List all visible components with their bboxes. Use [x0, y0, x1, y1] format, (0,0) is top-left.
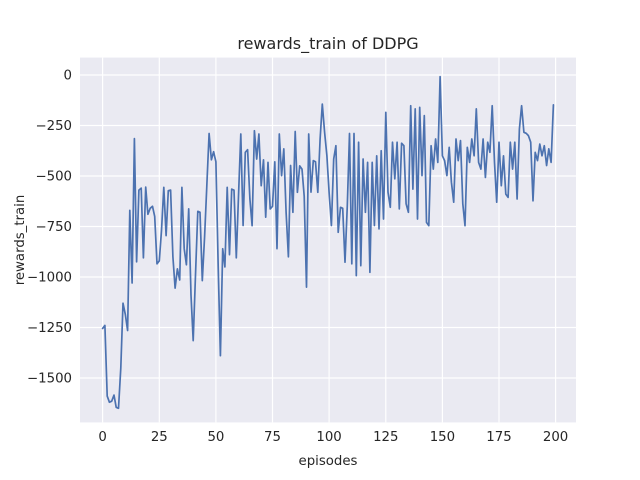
chart-title: rewards_train of DDPG: [237, 34, 418, 54]
x-tick-label: 125: [373, 430, 398, 445]
y-tick-label: −1000: [27, 271, 72, 286]
x-tick-label: 75: [264, 430, 281, 445]
x-tick-label: 50: [207, 430, 224, 445]
y-tick-label: −250: [35, 119, 72, 134]
y-tick-label: −1500: [27, 372, 72, 387]
x-axis-tick-labels: 0 25 50 75 100 125 150 175 200: [98, 430, 568, 445]
y-tick-label: −500: [35, 170, 72, 185]
x-tick-label: 150: [430, 430, 455, 445]
x-tick-label: 175: [486, 430, 511, 445]
y-tick-label: 0: [64, 69, 72, 84]
y-axis-label: rewards_train: [13, 195, 28, 286]
plot-area: [80, 57, 576, 423]
y-tick-label: −750: [35, 220, 72, 235]
x-axis-label: episodes: [299, 454, 358, 469]
x-tick-label: 100: [316, 430, 341, 445]
y-axis-tick-labels: 0 −250 −500 −750 −1000 −1250 −1500: [27, 69, 72, 387]
x-tick-label: 25: [151, 430, 168, 445]
x-tick-label: 0: [98, 430, 106, 445]
rewards-train-line-series: [101, 75, 555, 410]
y-tick-label: −1250: [27, 321, 72, 336]
x-tick-label: 200: [543, 430, 568, 445]
